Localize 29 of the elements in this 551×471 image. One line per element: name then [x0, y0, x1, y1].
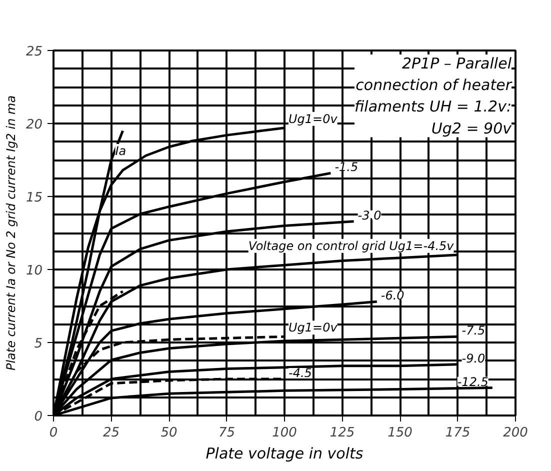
annotation: -3.0: [358, 208, 382, 222]
y-tick-label: 15: [26, 190, 43, 206]
annotation: -9.0: [462, 351, 486, 366]
x-tick-label: 100: [272, 426, 297, 440]
y-tick-label: 10: [26, 264, 43, 278]
x-tick-label: 75: [218, 426, 236, 440]
x-tick-label: 25: [102, 426, 120, 440]
annotation: Voltage on control grid Ug1=-4.5v: [248, 238, 455, 253]
x-tick-label: 50: [160, 426, 178, 440]
y-tick-label: 25: [26, 44, 43, 60]
x-tick-label: 125: [330, 426, 355, 440]
annotation: Ia: [115, 144, 126, 158]
x-tick-label: 150: [388, 426, 412, 440]
annotation: -6.0: [380, 288, 405, 303]
annotation: -7.5: [462, 324, 486, 338]
x-tick-label: 0: [49, 426, 58, 440]
y-tick-label: 5: [34, 336, 43, 352]
annotation: Ug1=0v: [288, 320, 338, 335]
x-axis-title: Plate voltage in volts: [206, 444, 364, 462]
annotation: -1.5: [334, 160, 358, 174]
y-tick-label: 20: [26, 118, 43, 132]
x-tick-label: 175: [445, 426, 470, 440]
x-tick-label: 200: [503, 426, 528, 440]
annotation: -4.5: [288, 366, 312, 380]
y-axis-title: Plate current Ia or No 2 grid current Ig2 in ma: [4, 95, 18, 371]
y-tick-label: 0: [34, 410, 43, 424]
annotation: Ug1=0v: [288, 112, 338, 126]
text: 2P1P – Parallel connection of heater filaments UH = 1.2v: Ug2 = 90v: [354, 54, 513, 138]
annotation: -12.5: [457, 374, 488, 389]
